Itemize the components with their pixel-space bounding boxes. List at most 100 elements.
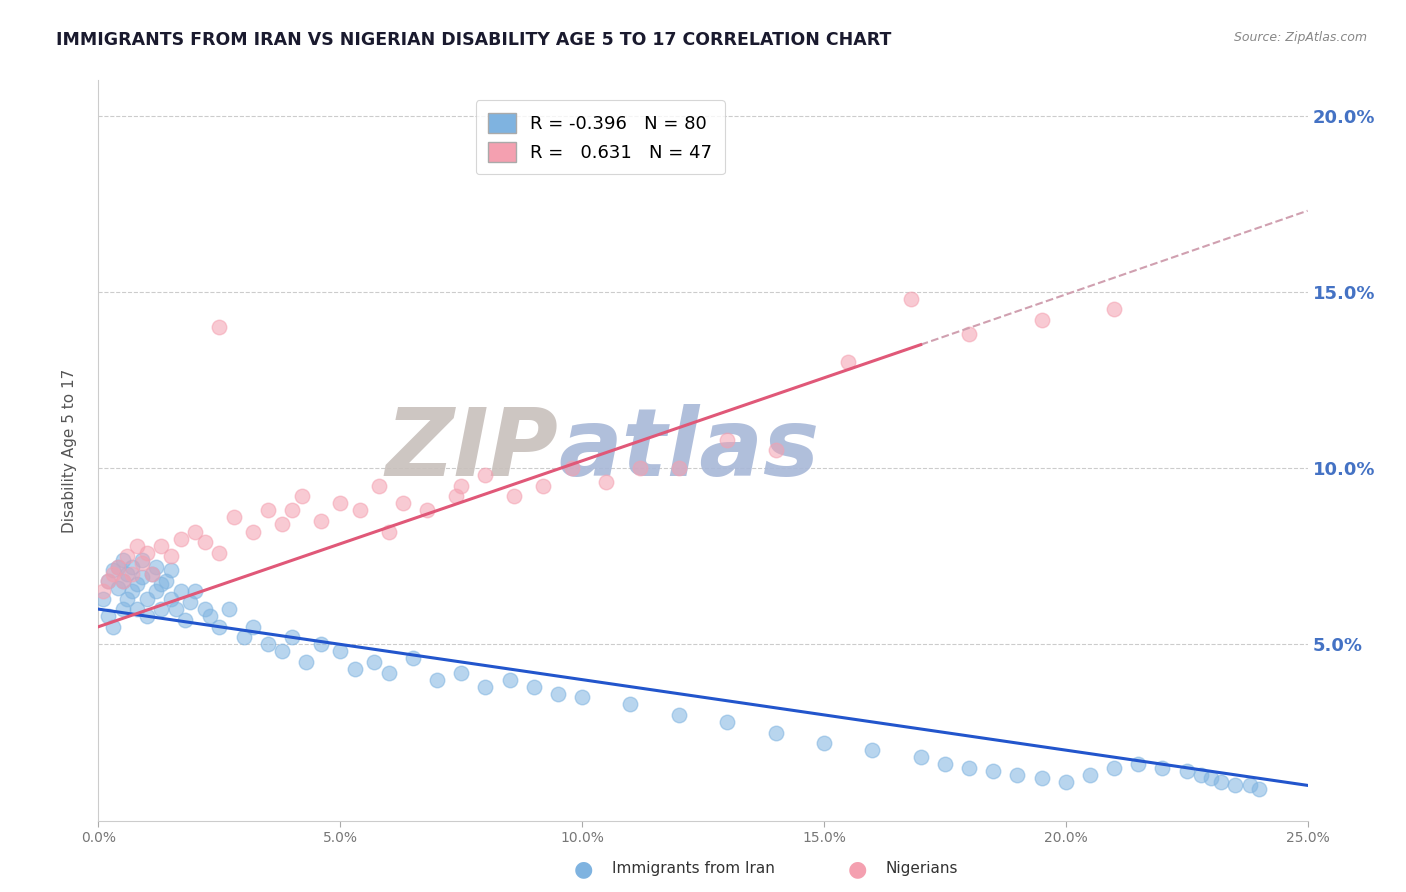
Point [121,559,143,574]
Point [145,584,167,599]
Point [242,620,264,634]
Point [329,644,352,658]
Point [531,479,554,493]
Point [117,549,139,564]
Text: ZIP: ZIP [385,404,558,497]
Point [1102,761,1125,775]
Point [160,549,183,564]
Point [571,690,593,705]
Point [934,757,956,772]
Point [208,620,231,634]
Point [101,620,124,634]
Point [150,602,173,616]
Point [111,602,134,616]
Point [117,591,139,606]
Text: ●: ● [848,859,868,879]
Point [1175,764,1198,779]
Point [295,655,318,669]
Point [256,503,278,517]
Text: Immigrants from Iran: Immigrants from Iran [612,862,775,876]
Point [503,489,526,503]
Point [281,630,304,644]
Point [150,577,173,591]
Point [97,574,120,588]
Point [1239,778,1261,792]
Point [160,563,183,577]
Point [668,461,690,475]
Point [957,327,980,342]
Point [97,609,120,624]
Point [1223,778,1246,792]
Point [121,584,143,599]
Point [117,566,139,581]
Point [498,673,520,687]
Point [363,655,385,669]
Point [165,602,187,616]
Point [349,503,371,517]
Point [198,609,221,624]
Point [426,673,449,687]
Point [1249,781,1271,796]
Point [1078,768,1101,782]
Point [392,496,415,510]
Point [242,524,264,539]
Point [184,584,207,599]
Text: Source: ZipAtlas.com: Source: ZipAtlas.com [1233,31,1367,45]
Point [343,662,366,676]
Point [218,602,240,616]
Point [1199,772,1222,786]
Point [716,433,738,447]
Point [127,539,149,553]
Point [523,680,546,694]
Point [194,602,217,616]
Point [169,584,191,599]
Text: ●: ● [574,859,593,879]
Point [145,559,167,574]
Point [131,553,153,567]
Point [111,574,134,588]
Point [450,479,472,493]
Point [101,563,124,577]
Point [141,566,163,581]
Point [290,489,312,503]
Point [474,680,496,694]
Text: IMMIGRANTS FROM IRAN VS NIGERIAN DISABILITY AGE 5 TO 17 CORRELATION CHART: IMMIGRANTS FROM IRAN VS NIGERIAN DISABIL… [56,31,891,49]
Legend: R = -0.396   N = 80, R =   0.631   N = 47: R = -0.396 N = 80, R = 0.631 N = 47 [475,101,724,175]
Point [957,761,980,775]
Point [561,461,583,475]
Point [668,707,690,722]
Point [141,566,163,581]
Point [377,524,399,539]
Point [1152,761,1174,775]
Point [765,443,787,458]
Point [1031,772,1053,786]
Point [91,591,114,606]
Point [1102,302,1125,317]
Point [1189,768,1212,782]
Point [595,475,617,490]
Point [111,574,134,588]
Point [837,355,859,369]
Text: atlas: atlas [558,404,820,497]
Point [131,570,153,584]
Point [135,591,157,606]
Point [208,546,231,560]
Point [91,584,114,599]
Point [271,517,294,532]
Point [860,743,883,757]
Point [160,591,183,606]
Point [765,725,787,739]
Point [121,566,143,581]
Point [101,566,124,581]
Point [127,577,149,591]
Point [329,496,352,510]
Point [135,609,157,624]
Point [222,510,245,524]
Point [900,292,922,306]
Point [368,479,391,493]
Point [1128,757,1150,772]
Text: Nigerians: Nigerians [886,862,959,876]
Point [232,630,254,644]
Point [1007,768,1029,782]
Point [135,546,157,560]
